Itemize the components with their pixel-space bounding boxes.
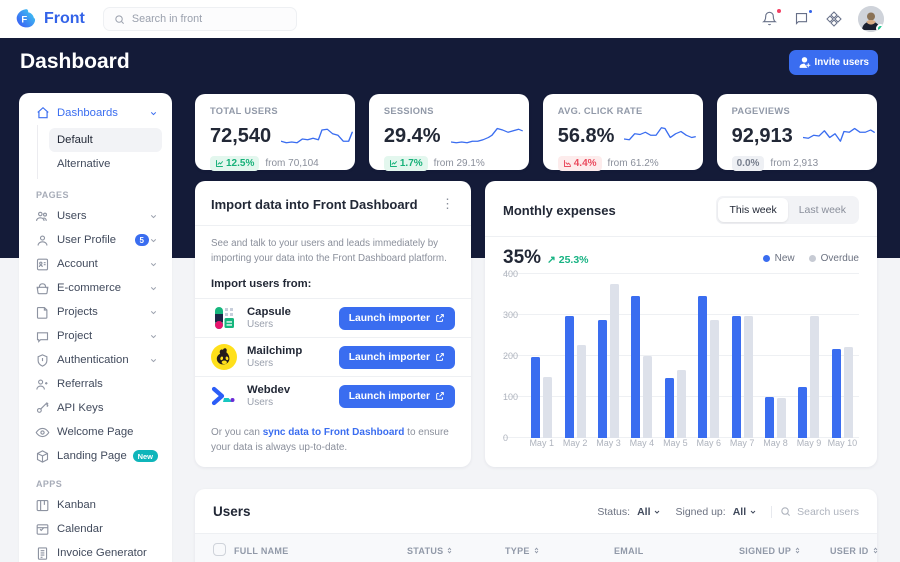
svg-text:F: F (21, 15, 27, 26)
